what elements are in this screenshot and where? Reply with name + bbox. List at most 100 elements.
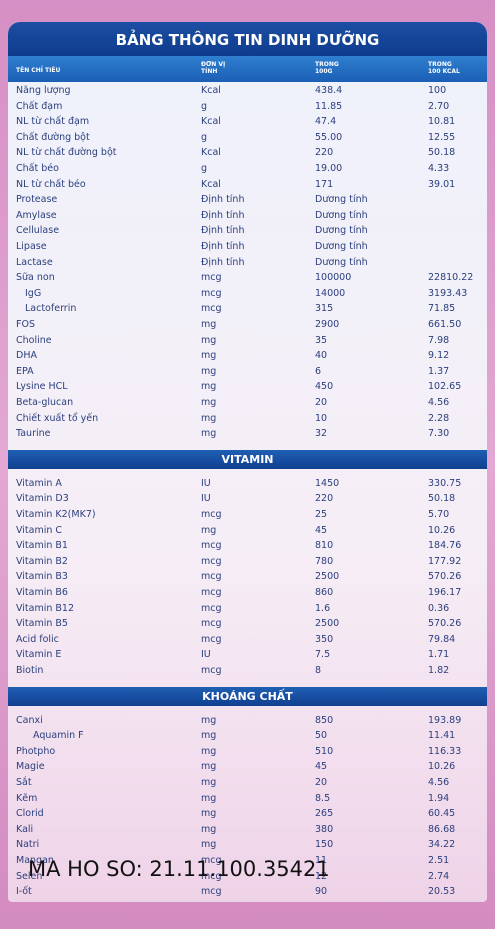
table-cell: 177.92 (428, 555, 462, 567)
table-cell: 11.85 (315, 100, 343, 112)
table-cell: Natri (16, 839, 40, 851)
table-cell: 184.76 (428, 540, 462, 552)
table-cell: mg (201, 808, 217, 820)
table-cell: Vitamin B1 (16, 540, 68, 552)
table-cell: 2500 (315, 571, 340, 583)
table-cell: 1.82 (428, 665, 450, 676)
table-cell: 2.70 (428, 100, 450, 112)
table-cell: 196.17 (428, 587, 462, 598)
table-cell: 35 (315, 334, 328, 346)
table-cell: 1.94 (428, 792, 450, 804)
table-cell: Choline (16, 334, 52, 346)
table-cell: mcg (201, 540, 222, 552)
table-cell: 10.26 (428, 761, 456, 773)
table-cell: Sữa non (16, 272, 55, 284)
table-cell: 22810.22 (428, 272, 474, 284)
table-cell: 1.6 (315, 602, 331, 614)
column-header: TÍNH (201, 68, 218, 75)
table-cell: 10 (315, 412, 328, 424)
title: BẢNG THÔNG TIN DINH DƯỠNG (8, 22, 487, 56)
table-cell: Vitamin B6 (16, 587, 68, 598)
table-cell: Selen (16, 870, 43, 882)
table-cell: 4.33 (428, 163, 450, 174)
table-cell: Chất đường bột (16, 131, 90, 143)
table-cell: 438.4 (315, 85, 343, 96)
table-cell: mcg (201, 633, 222, 645)
table-cell: 10.81 (428, 116, 456, 128)
table-cell: 150 (315, 839, 334, 851)
table-cell: Định tính (201, 256, 245, 268)
column-header: 100 KCAL (428, 68, 460, 75)
table-cell: mg (201, 745, 217, 757)
table-cell: mg (201, 730, 217, 742)
table-cell: Beta-glucan (16, 397, 74, 408)
table-cell: Acid folic (16, 633, 59, 645)
table-cell: 79.84 (428, 633, 456, 645)
watermark: MA HO SO: 21.11.100.35421 (28, 857, 330, 881)
table-cell: DHA (16, 350, 37, 362)
table-cell: 7.30 (428, 428, 450, 440)
table-cell: FOS (16, 319, 35, 330)
table-cell: mg (201, 761, 217, 773)
table-cell: 7.98 (428, 334, 450, 346)
table-cell: mg (201, 319, 217, 330)
table-cell: Dương tính (315, 241, 368, 252)
table-cell: mcg (201, 509, 222, 520)
table-cell: 50.18 (428, 493, 456, 505)
table-cell: mg (201, 397, 217, 408)
table-cell: 2.74 (428, 870, 450, 882)
table-cell: mg (201, 350, 217, 362)
table-cell: 2.28 (428, 412, 450, 424)
table-cell: 90 (315, 886, 328, 898)
table-cell: Chiết xuất tổ yến (16, 412, 99, 424)
table-cell: mcg (201, 287, 222, 299)
table-cell: Chất béo (16, 163, 59, 174)
table-cell: Vitamin A (16, 477, 62, 489)
table-cell: 220 (315, 493, 334, 505)
table-cell: EPA (16, 365, 34, 377)
table-cell: mcg (201, 886, 222, 898)
table-cell: mg (201, 839, 217, 851)
table-cell: 102.65 (428, 381, 462, 393)
table-cell: 1450 (315, 477, 340, 489)
table-cell: Định tính (201, 194, 245, 206)
table-cell: 11 (315, 855, 328, 866)
table-cell: 25 (315, 509, 328, 520)
table-cell: Vitamin E (16, 649, 62, 661)
table-cell: 0.36 (428, 602, 450, 614)
table-cell: mcg (201, 602, 222, 614)
table-cell: Kẽm (16, 792, 38, 804)
table-cell: mg (201, 777, 217, 788)
table-cell: 55.00 (315, 131, 343, 143)
table-cell: Mangan (16, 855, 54, 866)
table-cell: Sắt (16, 777, 32, 788)
table-cell: 1.37 (428, 365, 450, 377)
table-cell: Định tính (201, 241, 245, 252)
table-cell: Aquamin F (33, 730, 84, 742)
section-title: KHOÁNG CHẤT (8, 686, 487, 706)
nutrition-panel: BẢNG THÔNG TIN DINH DƯỠNG TÊN CHỈ TIÊU ĐƠ… (8, 22, 487, 902)
table-cell: 50 (315, 730, 328, 742)
table-cell: 14000 (315, 287, 346, 299)
table-cell: mg (201, 412, 217, 424)
table-cell: mcg (201, 870, 222, 882)
table-cell: mg (201, 714, 217, 726)
table-cell: 45 (315, 761, 328, 773)
table-cell: Dương tính (315, 256, 368, 268)
table-cell: 315 (315, 303, 334, 315)
table-cell: mcg (201, 303, 222, 315)
table-cell: NL từ chất đường bột (16, 147, 117, 159)
table-cell: 220 (315, 147, 334, 159)
table-cell: 8.5 (315, 792, 331, 804)
table-cell: Lipase (16, 241, 47, 252)
table-cell: mcg (201, 665, 222, 676)
table-cell: 39.01 (428, 178, 456, 190)
table-cell: Taurine (16, 428, 51, 440)
table-cell: 780 (315, 555, 334, 567)
table-cell: Kcal (201, 85, 221, 96)
table-cell: 71.85 (428, 303, 456, 315)
table-cell: Lactoferrin (25, 303, 77, 315)
table-cell: Lysine HCL (16, 381, 68, 393)
table-cell: 4.56 (428, 397, 450, 408)
